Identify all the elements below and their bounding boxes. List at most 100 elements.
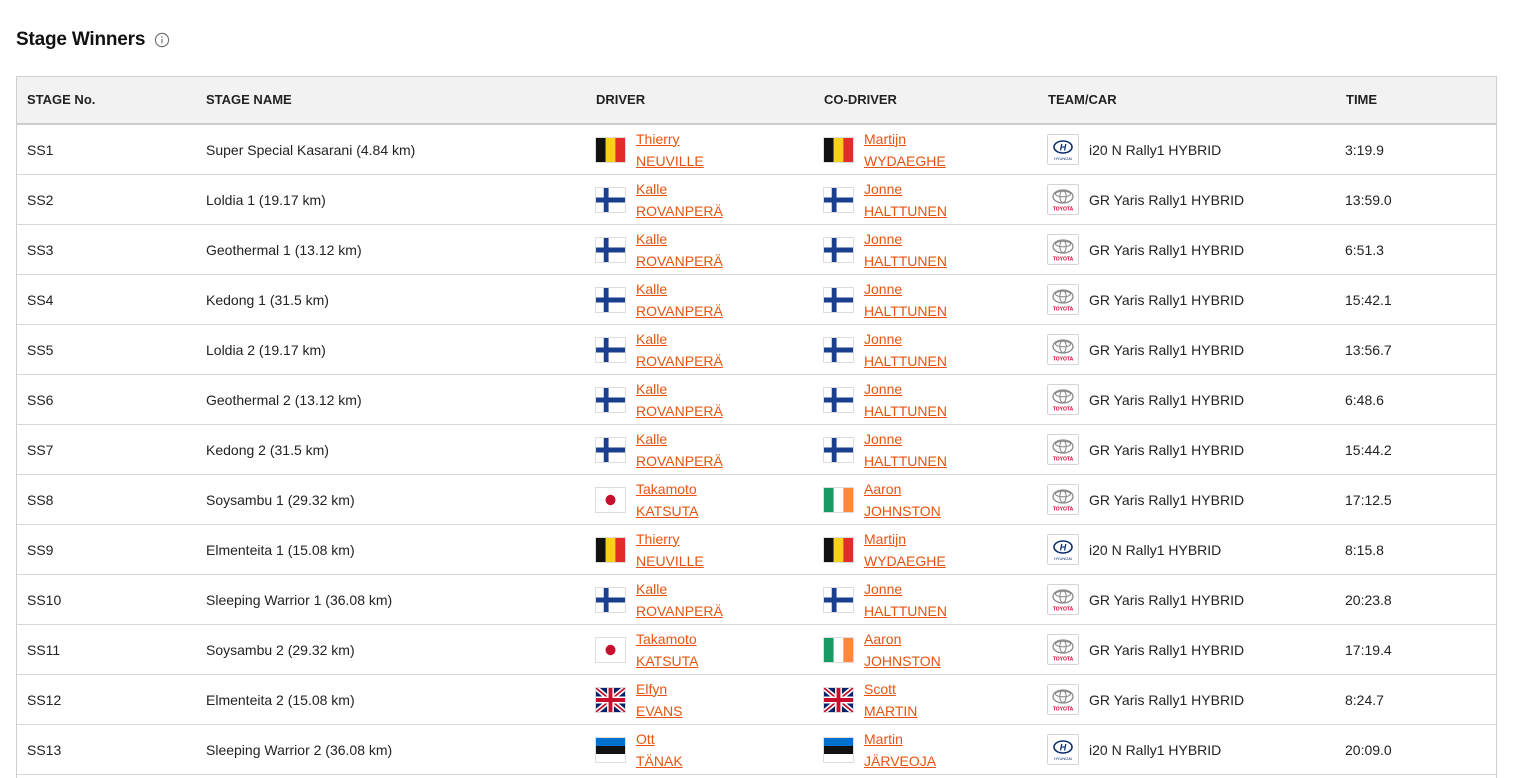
co-driver-last-name-link[interactable]: WYDAEGHE	[864, 152, 946, 169]
finland-flag-icon	[595, 236, 626, 263]
stage-number: SS1	[27, 141, 54, 158]
stage-time: 17:19.4	[1345, 641, 1392, 658]
co-driver-first-name-link[interactable]: Scott	[864, 680, 896, 697]
driver-cell: Kalle ROVANPERÄ	[595, 375, 723, 424]
uk-flag-icon	[822, 685, 855, 714]
co-driver-last-name-link[interactable]: JÄRVEOJA	[864, 752, 937, 769]
co-driver-last-name-link[interactable]: WYDAEGHE	[864, 552, 946, 569]
driver-name: Elfyn EVANS	[636, 678, 682, 722]
co-driver-last-name-link[interactable]: HALTTUNEN	[864, 252, 947, 269]
belgium-flag-icon	[823, 136, 854, 163]
hyundai-logo-icon: H HYUNDAI	[1047, 134, 1079, 165]
co-driver-last-name-link[interactable]: HALTTUNEN	[864, 202, 947, 219]
co-driver-first-name-link[interactable]: Jonne	[864, 380, 903, 397]
co-driver-last-name-link[interactable]: HALTTUNEN	[864, 602, 947, 619]
driver-last-name-link[interactable]: NEUVILLE	[636, 552, 704, 569]
japan-flag-icon	[595, 636, 626, 663]
co-driver-last-name-link[interactable]: HALTTUNEN	[864, 352, 947, 369]
co-driver-last-name-link[interactable]: HALTTUNEN	[864, 402, 947, 419]
co-driver-cell: Martijn WYDAEGHE	[823, 525, 946, 574]
driver-first-name-link[interactable]: Kalle	[636, 380, 668, 397]
driver-first-name-link[interactable]: Thierry	[636, 130, 680, 147]
table-row: SS2 Loldia 1 (19.17 km) Kalle ROVANPERÄ …	[17, 175, 1496, 225]
driver-first-name-link[interactable]: Kalle	[636, 280, 668, 297]
belgium-flag-icon	[595, 136, 626, 163]
driver-last-name-link[interactable]: ROVANPERÄ	[636, 452, 723, 469]
co-driver-name: Jonne HALTTUNEN	[864, 428, 947, 472]
driver-name: Takamoto KATSUTA	[636, 478, 699, 522]
driver-first-name-link[interactable]: Kalle	[636, 580, 668, 597]
info-circle-icon[interactable]	[154, 32, 170, 48]
finland-flag-icon	[595, 436, 626, 463]
co-driver-first-name-link[interactable]: Jonne	[864, 430, 903, 447]
driver-last-name-link[interactable]: KATSUTA	[636, 652, 699, 669]
toyota-logo-icon: TOYOTA	[1047, 634, 1079, 665]
driver-name: Kalle ROVANPERÄ	[636, 278, 723, 322]
team-car-cell: TOYOTA GR Yaris Rally1 HYBRID	[1047, 425, 1244, 474]
stage-time: 6:48.6	[1345, 391, 1384, 408]
co-driver-first-name-link[interactable]: Aaron	[864, 480, 902, 497]
co-driver-last-name-link[interactable]: JOHNSTON	[864, 652, 941, 669]
driver-last-name-link[interactable]: ROVANPERÄ	[636, 402, 723, 419]
co-driver-last-name-link[interactable]: HALTTUNEN	[864, 452, 947, 469]
finland-flag-icon	[823, 586, 854, 613]
co-driver-first-name-link[interactable]: Jonne	[864, 580, 903, 597]
co-driver-first-name-link[interactable]: Martin	[864, 730, 903, 747]
co-driver-first-name-link[interactable]: Jonne	[864, 180, 903, 197]
driver-first-name-link[interactable]: Takamoto	[636, 480, 697, 497]
toyota-logo-icon: TOYOTA	[1047, 484, 1079, 515]
co-driver-name: Jonne HALTTUNEN	[864, 578, 947, 622]
driver-cell: Takamoto KATSUTA	[595, 625, 699, 674]
driver-first-name-link[interactable]: Thierry	[636, 530, 680, 547]
driver-name: Kalle ROVANPERÄ	[636, 228, 723, 272]
driver-last-name-link[interactable]: KATSUTA	[636, 502, 699, 519]
belgium-flag-icon	[595, 536, 626, 563]
co-driver-cell: Martin JÄRVEOJA	[823, 725, 936, 774]
driver-first-name-link[interactable]: Kalle	[636, 180, 668, 197]
driver-first-name-link[interactable]: Kalle	[636, 430, 668, 447]
driver-cell: Thierry NEUVILLE	[595, 125, 704, 174]
driver-first-name-link[interactable]: Elfyn	[636, 680, 668, 697]
co-driver-first-name-link[interactable]: Aaron	[864, 630, 902, 647]
hyundai-logo-icon: H HYUNDAI	[1047, 534, 1079, 565]
driver-first-name-link[interactable]: Kalle	[636, 330, 668, 347]
ireland-flag-icon	[823, 486, 854, 513]
car-model: i20 N Rally1 HYBRID	[1089, 741, 1222, 758]
co-driver-first-name-link[interactable]: Jonne	[864, 230, 903, 247]
driver-last-name-link[interactable]: ROVANPERÄ	[636, 302, 723, 319]
driver-last-name-link[interactable]: ROVANPERÄ	[636, 202, 723, 219]
stage-number: SS3	[27, 241, 54, 258]
finland-flag-icon	[823, 186, 854, 213]
driver-last-name-link[interactable]: NEUVILLE	[636, 152, 704, 169]
co-driver-first-name-link[interactable]: Jonne	[864, 330, 903, 347]
driver-first-name-link[interactable]: Ott	[636, 730, 655, 747]
finland-flag-icon	[823, 236, 854, 263]
estonia-flag-icon	[823, 736, 854, 763]
table-row: SS8 Soysambu 1 (29.32 km) Takamoto KATSU…	[17, 475, 1496, 525]
table-body: SS1 Super Special Kasarani (4.84 km) Thi…	[17, 125, 1496, 775]
driver-last-name-link[interactable]: ROVANPERÄ	[636, 252, 723, 269]
toyota-logo-text: TOYOTA	[1053, 657, 1074, 663]
co-driver-last-name-link[interactable]: MARTIN	[864, 702, 918, 719]
driver-last-name-link[interactable]: ROVANPERÄ	[636, 602, 723, 619]
co-driver-first-name-link[interactable]: Martijn	[864, 530, 907, 547]
co-driver-first-name-link[interactable]: Martijn	[864, 130, 907, 147]
driver-last-name-link[interactable]: TÄNAK	[636, 752, 683, 769]
driver-first-name-link[interactable]: Takamoto	[636, 630, 697, 647]
driver-last-name-link[interactable]: ROVANPERÄ	[636, 352, 723, 369]
co-driver-last-name-link[interactable]: HALTTUNEN	[864, 302, 947, 319]
co-driver-first-name-link[interactable]: Jonne	[864, 280, 903, 297]
driver-first-name-link[interactable]: Kalle	[636, 230, 668, 247]
finland-flag-icon	[595, 336, 626, 363]
svg-text:H: H	[1060, 142, 1067, 152]
stage-name: Kedong 1 (31.5 km)	[206, 291, 329, 308]
co-driver-name: Martijn WYDAEGHE	[864, 128, 946, 172]
toyota-logo-text: TOYOTA	[1053, 357, 1074, 363]
team-car-cell: TOYOTA GR Yaris Rally1 HYBRID	[1047, 575, 1244, 624]
co-driver-last-name-link[interactable]: JOHNSTON	[864, 502, 941, 519]
hyundai-logo-text: HYUNDAI	[1054, 556, 1072, 561]
toyota-logo-icon: TOYOTA	[1047, 584, 1079, 615]
driver-last-name-link[interactable]: EVANS	[636, 702, 683, 719]
stage-number: SS11	[27, 641, 61, 658]
team-car-cell: H HYUNDAI i20 N Rally1 HYBRID	[1047, 125, 1221, 174]
